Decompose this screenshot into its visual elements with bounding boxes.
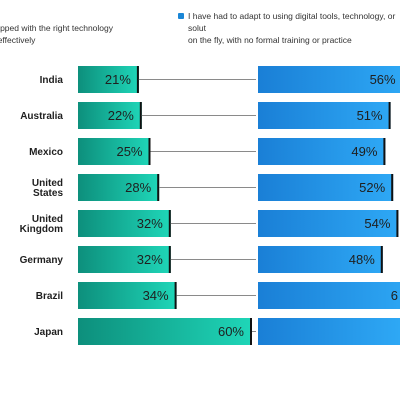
right-bar-end-marker	[391, 174, 394, 201]
left-bar	[78, 138, 151, 165]
left-bar-end-marker	[157, 174, 160, 201]
left-value-label: 34%	[143, 288, 169, 303]
right-bar	[258, 138, 386, 165]
left-bar	[78, 282, 177, 309]
left-bar-end-marker	[139, 102, 142, 129]
left-bar-end-marker	[250, 318, 252, 345]
chart-rows: India 21% 56% Australia 22% 51% Mexico 25% 49% Un…	[20, 66, 400, 345]
left-value-label: 32%	[137, 216, 163, 231]
category-label: Brazil	[36, 291, 63, 302]
category-label: Japan	[34, 327, 63, 338]
category-label: India	[40, 75, 64, 86]
right-value-label: 6	[391, 288, 398, 303]
right-bar-end-marker	[383, 138, 386, 165]
right-bar-end-marker	[380, 246, 383, 273]
left-value-label: 60%	[218, 324, 244, 339]
right-value-label: 49%	[351, 144, 377, 159]
left-value-label: 22%	[108, 108, 134, 123]
right-bar	[258, 210, 399, 237]
right-bar	[258, 318, 400, 345]
legend-right-swatch	[178, 13, 184, 19]
left-bar	[78, 102, 142, 129]
category-label: United	[32, 214, 63, 225]
right-bar-end-marker	[396, 210, 399, 237]
left-value-label: 28%	[125, 180, 151, 195]
legend-left: equipped with the right technology job e…	[0, 10, 175, 58]
right-value-label: 52%	[359, 180, 385, 195]
left-value-label: 25%	[116, 144, 142, 159]
right-bar	[258, 282, 400, 309]
right-bar-end-marker	[388, 102, 391, 129]
left-bar-end-marker	[174, 282, 177, 309]
left-bar-end-marker	[136, 66, 139, 93]
right-bar	[258, 246, 383, 273]
category-label: Australia	[20, 111, 63, 122]
right-bar	[258, 66, 400, 93]
left-value-label: 21%	[105, 72, 131, 87]
left-bar	[78, 174, 160, 201]
legend-left-text: equipped with the right technology job e…	[0, 23, 114, 45]
left-value-label: 32%	[137, 252, 163, 267]
legend-right-text: I have had to adapt to using digital too…	[188, 11, 396, 45]
right-value-label: 56%	[370, 72, 396, 87]
left-bar	[78, 210, 171, 237]
right-value-label: 51%	[357, 108, 383, 123]
right-bar	[258, 102, 391, 129]
legend-right: I have had to adapt to using digital too…	[178, 10, 400, 46]
left-bar-end-marker	[148, 138, 151, 165]
left-bar	[78, 318, 252, 345]
category-label: States	[33, 188, 63, 199]
right-bar	[258, 174, 394, 201]
left-bar-end-marker	[168, 246, 171, 273]
category-label: Mexico	[29, 147, 63, 158]
category-label: United	[32, 178, 63, 189]
right-value-label: 54%	[364, 216, 390, 231]
left-bar-end-marker	[168, 210, 171, 237]
right-value-label: 48%	[349, 252, 375, 267]
category-label: Kingdom	[20, 224, 63, 235]
left-bar	[78, 246, 171, 273]
category-label: Germany	[20, 255, 64, 266]
left-bar	[78, 66, 139, 93]
